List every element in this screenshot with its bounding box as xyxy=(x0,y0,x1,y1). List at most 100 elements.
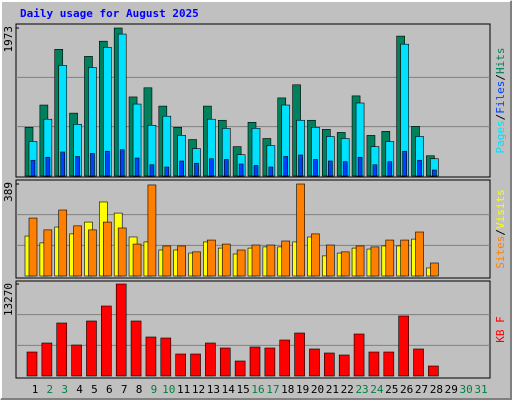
bar xyxy=(413,348,424,377)
legend-separator: / xyxy=(494,229,507,236)
bar xyxy=(298,154,303,177)
x-tick-label: 24 xyxy=(370,383,384,396)
x-tick-label: 13 xyxy=(207,383,220,396)
bar xyxy=(238,163,244,177)
bar xyxy=(368,351,380,377)
bar xyxy=(223,159,229,177)
bar xyxy=(251,244,261,277)
bar xyxy=(400,239,409,277)
bar xyxy=(387,161,393,177)
bar xyxy=(328,160,333,177)
bar xyxy=(372,164,378,177)
x-tick-label: 23 xyxy=(355,383,368,396)
bar xyxy=(205,342,216,377)
bar xyxy=(221,243,231,277)
x-tick-label: 21 xyxy=(326,383,339,396)
bar xyxy=(383,351,395,377)
bar xyxy=(101,305,112,377)
bar xyxy=(162,245,172,277)
chart-title: Daily usage for August 2025 xyxy=(20,7,199,20)
legend-entry: KB F xyxy=(494,316,507,343)
bar xyxy=(117,227,127,277)
bar xyxy=(88,229,97,277)
x-tick-label: 5 xyxy=(91,383,98,396)
x-tick-label: 15 xyxy=(237,383,250,396)
x-tick-label: 1 xyxy=(32,383,39,396)
x-tick-label: 26 xyxy=(400,383,413,396)
x-tick-label: 11 xyxy=(177,383,190,396)
bar xyxy=(296,183,305,277)
bar xyxy=(90,153,95,177)
x-tick-label: 10 xyxy=(162,383,175,396)
legend-entry: Pages xyxy=(494,120,507,153)
bar xyxy=(385,239,395,277)
bar xyxy=(149,164,155,177)
bar xyxy=(219,347,231,377)
bar xyxy=(175,353,186,377)
bar xyxy=(58,209,68,277)
legend: Pages/Files/Hits xyxy=(494,48,507,154)
bar xyxy=(338,354,350,377)
x-tick-label: 6 xyxy=(106,383,113,396)
bar xyxy=(415,231,424,277)
x-tick-label: 19 xyxy=(296,383,309,396)
x-tick-label: 22 xyxy=(341,383,354,396)
bar xyxy=(417,159,422,177)
bar xyxy=(355,245,365,277)
bar xyxy=(71,344,82,377)
x-tick-label: 7 xyxy=(121,383,128,396)
x-tick-label: 9 xyxy=(151,383,158,396)
bar xyxy=(279,339,291,377)
y-tick-label: 1973 xyxy=(2,26,15,53)
bar xyxy=(43,229,53,277)
bar xyxy=(105,150,110,177)
legend-entry: Sites xyxy=(494,236,507,269)
bar xyxy=(26,351,38,377)
bar xyxy=(268,166,274,177)
x-tick-label: 14 xyxy=(222,383,236,396)
legend-separator: / xyxy=(494,114,507,121)
bar xyxy=(147,184,157,277)
bar xyxy=(115,283,127,377)
bar xyxy=(342,161,348,177)
bar xyxy=(145,336,157,377)
bar xyxy=(41,342,53,377)
bar xyxy=(430,262,439,277)
bar xyxy=(283,156,289,177)
bar xyxy=(103,221,112,277)
bar xyxy=(60,151,66,177)
bar xyxy=(134,157,140,177)
bar xyxy=(30,159,36,177)
bar xyxy=(432,169,437,177)
bar xyxy=(130,320,142,377)
legend-entry: Hits xyxy=(494,48,507,75)
x-tick-label: 2 xyxy=(47,383,54,396)
bar xyxy=(324,352,335,377)
bar xyxy=(75,156,80,177)
bar xyxy=(428,365,439,377)
x-tick-label: 30 xyxy=(460,383,473,396)
bar xyxy=(192,251,201,277)
x-tick-label: 8 xyxy=(136,383,143,396)
bar xyxy=(281,240,291,277)
bar xyxy=(370,246,380,277)
legend-entry: Visits xyxy=(494,189,507,229)
bar xyxy=(177,245,186,277)
x-tick-label: 31 xyxy=(474,383,487,396)
legend: KB F xyxy=(494,316,507,343)
x-tick-label: 3 xyxy=(61,383,68,396)
bar xyxy=(207,239,216,277)
x-tick-label: 20 xyxy=(311,383,324,396)
bar xyxy=(119,149,125,177)
x-tick-label: 17 xyxy=(266,383,279,396)
bar xyxy=(357,156,363,177)
bar xyxy=(194,162,199,177)
bar xyxy=(160,337,172,377)
bar xyxy=(402,150,407,177)
bar xyxy=(209,158,214,177)
x-tick-label: 12 xyxy=(192,383,205,396)
bar xyxy=(28,217,38,277)
legend-entry: Files xyxy=(494,81,507,114)
